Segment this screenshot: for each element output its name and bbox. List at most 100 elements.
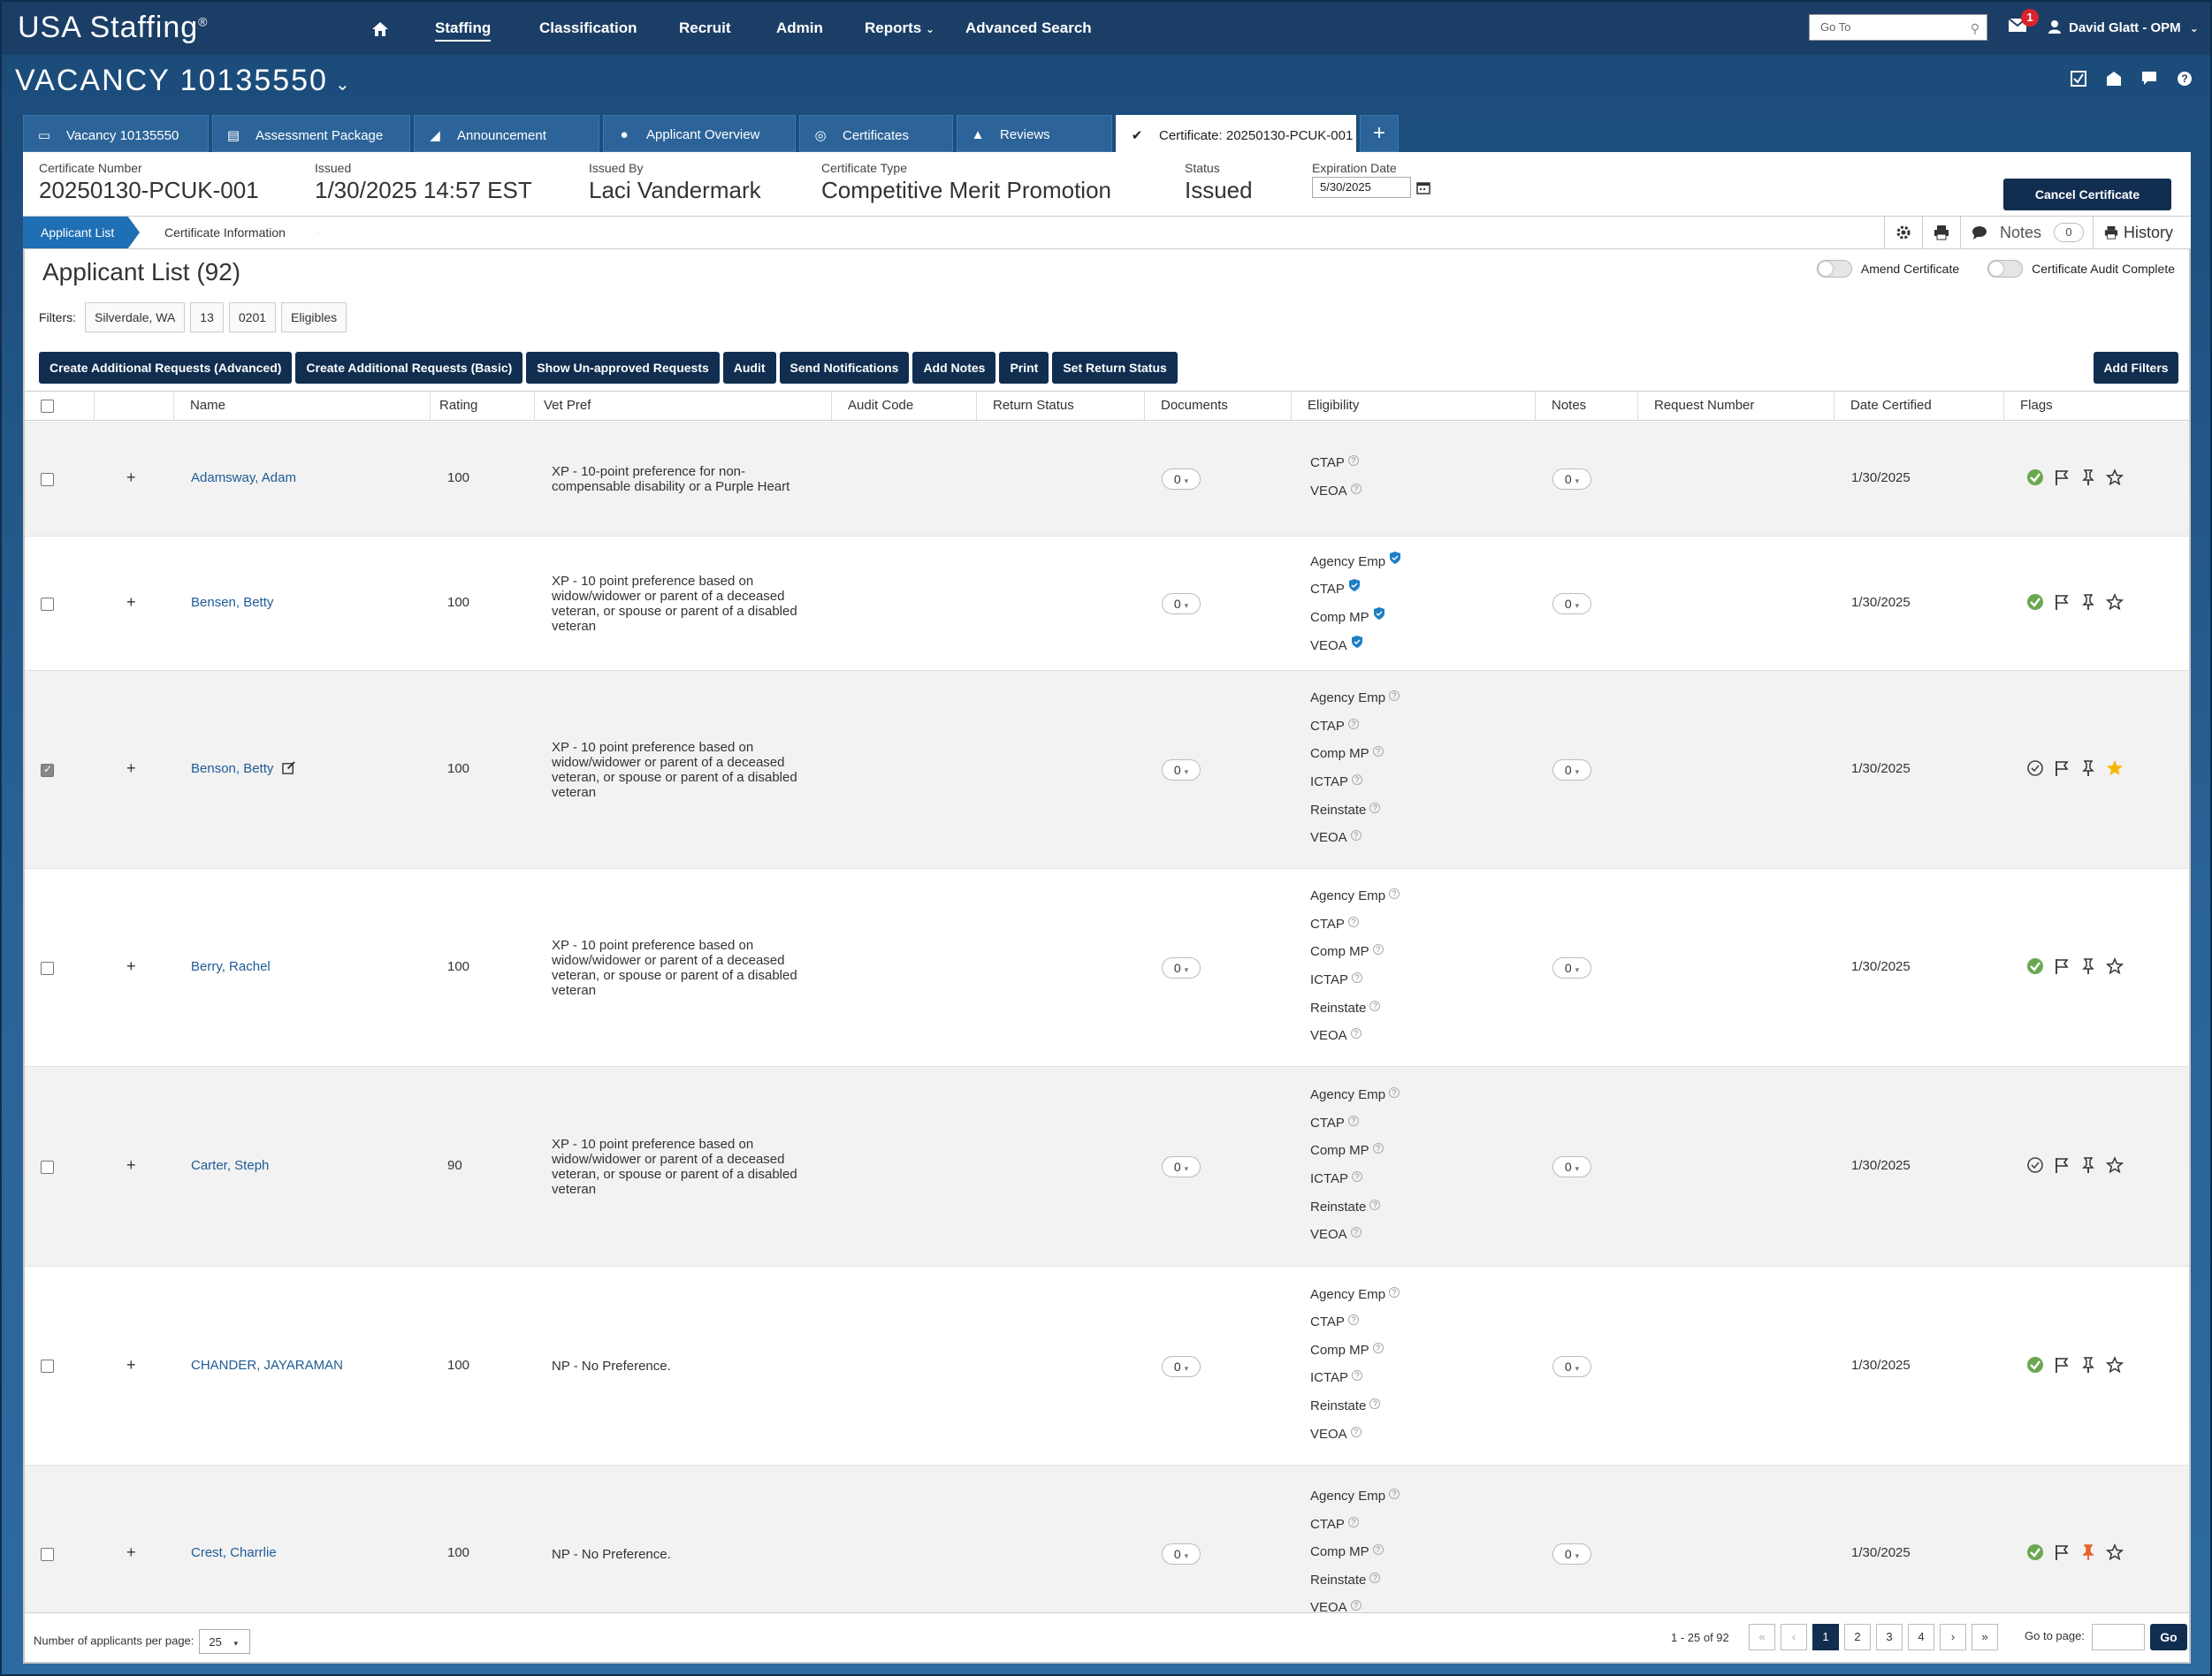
check-circle-icon[interactable] [2026, 469, 2044, 486]
applicant-name-link[interactable]: Adamsway, Adam [191, 470, 296, 485]
tab-certificates[interactable]: ◎ Certificates [799, 115, 953, 152]
check-circle-outline-icon[interactable] [2026, 1156, 2044, 1174]
documents-dropdown[interactable]: 0 ▾ [1162, 1156, 1201, 1177]
applicant-name-link[interactable]: Carter, Steph [191, 1158, 270, 1173]
col-flags[interactable]: Flags [2003, 392, 2189, 420]
check-circle-icon[interactable] [2026, 1543, 2044, 1561]
notes-dropdown[interactable]: 0 ▾ [1552, 759, 1591, 781]
applicant-name-link[interactable]: Berry, Rachel [191, 959, 271, 974]
help-icon[interactable]: ? [1369, 802, 1381, 813]
help-icon[interactable]: ? [1372, 746, 1384, 758]
nav-staffing[interactable]: Staffing [435, 19, 492, 42]
check-circle-icon[interactable] [2026, 593, 2044, 611]
col-vet-pref[interactable]: Vet Pref [534, 392, 831, 420]
check-circle-icon[interactable] [2026, 1356, 2044, 1374]
show-unapproved-button[interactable]: Show Un-approved Requests [526, 352, 720, 384]
calendar-icon[interactable] [1416, 180, 1430, 194]
col-eligibility[interactable]: Eligibility [1291, 392, 1535, 420]
star-outline-icon[interactable] [2106, 957, 2124, 975]
help-icon[interactable]: ? [1372, 1342, 1384, 1353]
help-icon[interactable]: ? [1347, 1314, 1359, 1326]
filter-chip[interactable]: Eligibles [281, 302, 347, 332]
tab-certificate-information[interactable]: Certificate Information [141, 217, 318, 248]
help-icon[interactable]: ? [1350, 1600, 1362, 1611]
help-icon[interactable]: ? [1352, 971, 1363, 983]
help-icon[interactable]: ? [1369, 1572, 1381, 1583]
notes-button[interactable]: Notes 0 [1959, 217, 2093, 248]
nav-recruit[interactable]: Recruit [679, 19, 731, 36]
flag-icon[interactable] [2053, 1543, 2071, 1561]
row-checkbox[interactable] [41, 961, 54, 975]
help-icon[interactable]: ? [1350, 1426, 1362, 1437]
help-icon[interactable]: ? [1389, 1087, 1400, 1099]
col-name[interactable]: Name [173, 392, 430, 420]
expand-icon[interactable]: + [126, 759, 136, 777]
flag-icon[interactable] [2053, 1356, 2071, 1374]
help-icon[interactable]: ? [1347, 718, 1359, 729]
row-checkbox[interactable] [41, 1160, 54, 1174]
flag-icon[interactable] [2053, 759, 2071, 777]
next-page-button[interactable]: › [1940, 1624, 1966, 1650]
nav-reports[interactable]: Reports ⌄ [865, 19, 934, 37]
row-checkbox[interactable] [41, 597, 54, 611]
applicant-name-link[interactable]: Crest, Charrlie [191, 1545, 277, 1560]
star-outline-icon[interactable] [2106, 469, 2124, 486]
col-documents[interactable]: Documents [1144, 392, 1291, 420]
select-all-checkbox[interactable] [41, 399, 54, 413]
pin-icon[interactable] [2079, 469, 2097, 486]
page-button[interactable]: 3 [1876, 1624, 1903, 1650]
tab-certificate-active[interactable]: ✔ Certificate: 20250130-PCUK-001 [1116, 115, 1356, 152]
per-page-select[interactable]: 25 ▾ [199, 1629, 251, 1654]
set-return-status-button[interactable]: Set Return Status [1052, 352, 1178, 384]
expand-icon[interactable]: + [126, 593, 136, 611]
star-outline-icon[interactable] [2106, 1543, 2124, 1561]
help-icon[interactable]: ? [1372, 944, 1384, 956]
filter-chip[interactable]: 13 [190, 302, 224, 332]
star-outline-icon[interactable] [2106, 1355, 2124, 1374]
amend-certificate-toggle[interactable] [1816, 260, 1852, 278]
notes-dropdown[interactable]: 0 ▾ [1552, 1355, 1591, 1377]
envelope-open-icon[interactable] [2106, 71, 2122, 87]
help-icon[interactable]: ? [1347, 1516, 1359, 1527]
row-checkbox[interactable] [41, 763, 54, 777]
expand-icon[interactable]: + [126, 1355, 136, 1374]
col-audit-code[interactable]: Audit Code [831, 392, 976, 420]
settings-button[interactable] [1883, 217, 1922, 248]
row-checkbox[interactable] [41, 1360, 54, 1374]
first-page-button[interactable]: « [1749, 1624, 1775, 1650]
brand-logo[interactable]: USA Staffing® [18, 11, 209, 45]
help-icon[interactable]: ? [1352, 1370, 1363, 1382]
goto-page-input[interactable] [2092, 1624, 2145, 1650]
row-checkbox[interactable] [41, 472, 54, 486]
edit-icon[interactable] [282, 761, 296, 774]
notes-dropdown[interactable]: 0 ▾ [1552, 1156, 1591, 1177]
check-circle-icon[interactable] [2026, 957, 2044, 975]
page-button[interactable]: 4 [1908, 1624, 1934, 1650]
tab-assessment-package[interactable]: ▤ Assessment Package [212, 115, 410, 152]
help-icon[interactable]: ? [2177, 71, 2193, 87]
applicant-name-link[interactable]: CHANDER, JAYARAMAN [191, 1357, 343, 1373]
page-button[interactable]: 2 [1844, 1624, 1871, 1650]
pin-icon[interactable] [2079, 593, 2097, 611]
documents-dropdown[interactable]: 0 ▾ [1162, 759, 1201, 781]
prev-page-button[interactable]: ‹ [1781, 1624, 1807, 1650]
pin-icon[interactable] [2079, 957, 2097, 975]
applicant-name-link[interactable]: Benson, Betty [191, 761, 274, 776]
help-icon[interactable]: ? [1347, 916, 1359, 927]
help-icon[interactable]: ? [1350, 830, 1362, 842]
tab-vacancy[interactable]: ▭ Vacancy 10135550 [23, 115, 209, 152]
help-icon[interactable]: ? [1389, 1489, 1400, 1499]
comment-icon[interactable] [2141, 71, 2157, 87]
col-return-status[interactable]: Return Status [976, 392, 1144, 420]
row-checkbox[interactable] [41, 1547, 54, 1561]
help-icon[interactable]: ? [1369, 1199, 1381, 1210]
go-button[interactable]: Go [2150, 1624, 2187, 1650]
create-requests-advanced-button[interactable]: Create Additional Requests (Advanced) [39, 352, 293, 384]
help-icon[interactable]: ? [1347, 455, 1359, 467]
check-circle-outline-icon[interactable] [2026, 759, 2044, 777]
help-icon[interactable]: ? [1350, 1227, 1362, 1238]
expand-icon[interactable]: + [126, 469, 136, 486]
flag-icon[interactable] [2053, 593, 2071, 611]
documents-dropdown[interactable]: 0 ▾ [1162, 957, 1201, 979]
help-icon[interactable]: ? [1350, 483, 1362, 494]
